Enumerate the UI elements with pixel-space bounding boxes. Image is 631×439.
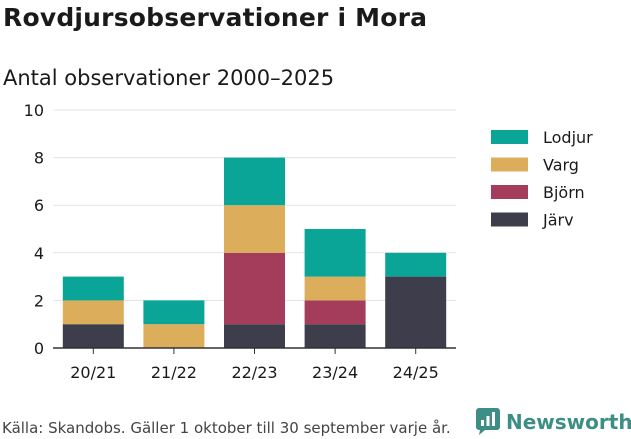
bar-segment-lodjur-24-25 [385,252,447,277]
chart-title: Rovdjursobservationer i Mora [3,3,428,32]
bar-segment-lodjur-23-24 [304,229,366,277]
axis-layer: 0 2 4 6 8 10 20/21 21/22 22/23 23/24 24/25 [24,101,456,382]
brand-name: Newsworthy [506,409,631,434]
legend-swatch-varg [491,157,528,172]
legend-label-varg: Varg [543,156,579,175]
y-tick-label: 4 [34,244,44,263]
bar-segment-varg-23-24 [304,276,366,301]
bar-segment-lodjur-21-22 [143,300,205,325]
legend-swatch-lodjur [491,130,528,144]
bar-segment-varg-21-22 [143,324,205,348]
y-tick-label: 8 [34,149,44,168]
y-tick-label: 0 [34,339,44,358]
bar-segment-järv-24-25 [385,276,447,348]
source-footnote: Källa: Skandobs. Gäller 1 oktober till 3… [2,419,451,437]
brand[interactable]: Newsworthy [476,408,631,435]
x-tick-label: 20/21 [70,363,116,382]
bar-segment-björn-23-24 [304,300,366,325]
bar-segment-lodjur-22-23 [224,157,285,206]
bar-segment-varg-22-23 [224,205,285,253]
bar-segment-järv-20-21 [62,324,124,348]
legend-swatch-björn [491,185,528,199]
x-tick-label: 22/23 [231,363,277,382]
legend-swatch-järv [491,212,528,227]
x-tick-label: 24/25 [393,363,439,382]
x-tick-label: 23/24 [312,363,358,382]
bar-segment-järv-23-24 [304,324,366,348]
legend-label-lodjur: Lodjur [543,128,593,147]
legend-label-björn: Björn [543,183,585,202]
newsworthy-logo-icon [476,408,500,435]
chart-subtitle: Antal observationer 2000–2025 [3,66,335,90]
bar-segment-järv-22-23 [224,324,285,348]
x-tick-label: 21/22 [151,363,197,382]
bar-segment-varg-20-21 [62,300,124,325]
legend-label-järv: Järv [542,211,574,230]
bars-layer [62,157,447,348]
y-tick-label: 10 [24,101,44,120]
y-tick-label: 2 [34,291,44,310]
bar-segment-lodjur-20-21 [62,276,124,301]
legend-layer: Lodjur Varg Björn Järv [491,128,593,230]
y-tick-label: 6 [34,196,44,215]
bar-segment-björn-22-23 [224,252,285,325]
